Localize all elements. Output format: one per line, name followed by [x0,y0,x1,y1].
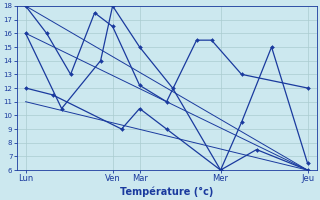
X-axis label: Température (°c): Température (°c) [120,186,213,197]
